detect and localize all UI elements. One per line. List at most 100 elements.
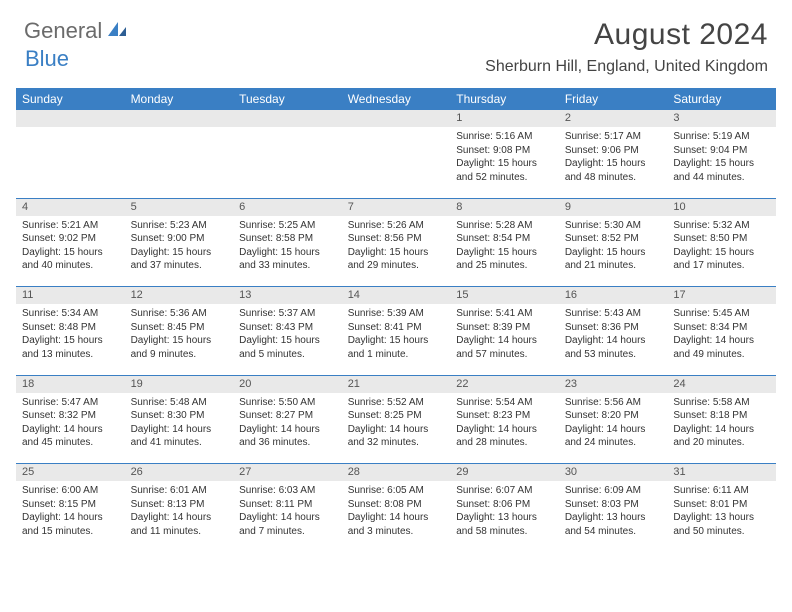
calendar-day-cell: 8Sunrise: 5:28 AMSunset: 8:54 PMDaylight… [450,199,559,287]
daylight-text: Daylight: 14 hours and 7 minutes. [239,511,336,538]
daylight-text: Daylight: 15 hours and 25 minutes. [456,246,553,273]
day-number: 10 [667,199,776,216]
calendar-day-cell: 20Sunrise: 5:50 AMSunset: 8:27 PMDayligh… [233,376,342,464]
day-number [342,110,451,127]
day-header: Monday [125,88,234,110]
sunset-text: Sunset: 9:08 PM [456,144,553,158]
sunset-text: Sunset: 8:41 PM [348,321,445,335]
sunrise-text: Sunrise: 5:52 AM [348,396,445,410]
day-details: Sunrise: 5:43 AMSunset: 8:36 PMDaylight:… [559,304,668,363]
calendar-week-row: 11Sunrise: 5:34 AMSunset: 8:48 PMDayligh… [16,287,776,375]
day-details: Sunrise: 5:21 AMSunset: 9:02 PMDaylight:… [16,216,125,275]
day-number: 11 [16,287,125,304]
calendar-day-cell: 18Sunrise: 5:47 AMSunset: 8:32 PMDayligh… [16,376,125,464]
page-title: August 2024 [485,18,768,52]
sunrise-text: Sunrise: 6:03 AM [239,484,336,498]
day-number: 9 [559,199,668,216]
day-number: 12 [125,287,234,304]
calendar-week-row: 18Sunrise: 5:47 AMSunset: 8:32 PMDayligh… [16,376,776,464]
calendar-day-cell: 25Sunrise: 6:00 AMSunset: 8:15 PMDayligh… [16,464,125,552]
day-number: 30 [559,464,668,481]
daylight-text: Daylight: 14 hours and 57 minutes. [456,334,553,361]
daylight-text: Daylight: 14 hours and 3 minutes. [348,511,445,538]
calendar-day-cell: 10Sunrise: 5:32 AMSunset: 8:50 PMDayligh… [667,199,776,287]
day-details: Sunrise: 5:25 AMSunset: 8:58 PMDaylight:… [233,216,342,275]
sunset-text: Sunset: 9:06 PM [565,144,662,158]
sunset-text: Sunset: 8:32 PM [22,409,119,423]
calendar-day-cell: 2Sunrise: 5:17 AMSunset: 9:06 PMDaylight… [559,110,668,198]
calendar-day-cell: 14Sunrise: 5:39 AMSunset: 8:41 PMDayligh… [342,287,451,375]
daylight-text: Daylight: 15 hours and 44 minutes. [673,157,770,184]
daylight-text: Daylight: 13 hours and 58 minutes. [456,511,553,538]
day-number: 19 [125,376,234,393]
calendar-day-cell [125,110,234,198]
daylight-text: Daylight: 15 hours and 29 minutes. [348,246,445,273]
sunset-text: Sunset: 8:13 PM [131,498,228,512]
daylight-text: Daylight: 15 hours and 1 minute. [348,334,445,361]
calendar-table: SundayMondayTuesdayWednesdayThursdayFrid… [16,88,776,552]
sunrise-text: Sunrise: 5:26 AM [348,219,445,233]
day-number: 22 [450,376,559,393]
sunrise-text: Sunrise: 5:34 AM [22,307,119,321]
day-number: 20 [233,376,342,393]
sunset-text: Sunset: 8:20 PM [565,409,662,423]
calendar-day-cell: 5Sunrise: 5:23 AMSunset: 9:00 PMDaylight… [125,199,234,287]
calendar-day-cell: 26Sunrise: 6:01 AMSunset: 8:13 PMDayligh… [125,464,234,552]
sunrise-text: Sunrise: 6:11 AM [673,484,770,498]
daylight-text: Daylight: 15 hours and 40 minutes. [22,246,119,273]
sunset-text: Sunset: 8:27 PM [239,409,336,423]
calendar-day-cell: 22Sunrise: 5:54 AMSunset: 8:23 PMDayligh… [450,376,559,464]
sunset-text: Sunset: 8:45 PM [131,321,228,335]
day-details: Sunrise: 5:41 AMSunset: 8:39 PMDaylight:… [450,304,559,363]
day-number: 15 [450,287,559,304]
day-details: Sunrise: 5:16 AMSunset: 9:08 PMDaylight:… [450,127,559,186]
calendar-day-cell: 13Sunrise: 5:37 AMSunset: 8:43 PMDayligh… [233,287,342,375]
sunrise-text: Sunrise: 5:37 AM [239,307,336,321]
sunrise-text: Sunrise: 5:45 AM [673,307,770,321]
sunrise-text: Sunrise: 5:23 AM [131,219,228,233]
calendar-day-cell: 21Sunrise: 5:52 AMSunset: 8:25 PMDayligh… [342,376,451,464]
daylight-text: Daylight: 15 hours and 13 minutes. [22,334,119,361]
day-details: Sunrise: 5:19 AMSunset: 9:04 PMDaylight:… [667,127,776,186]
day-number: 29 [450,464,559,481]
daylight-text: Daylight: 14 hours and 45 minutes. [22,423,119,450]
day-details: Sunrise: 5:47 AMSunset: 8:32 PMDaylight:… [16,393,125,452]
sunset-text: Sunset: 8:36 PM [565,321,662,335]
sunrise-text: Sunrise: 5:41 AM [456,307,553,321]
day-header: Tuesday [233,88,342,110]
daylight-text: Daylight: 15 hours and 9 minutes. [131,334,228,361]
sunset-text: Sunset: 8:30 PM [131,409,228,423]
sunset-text: Sunset: 8:03 PM [565,498,662,512]
day-header: Friday [559,88,668,110]
sunrise-text: Sunrise: 5:17 AM [565,130,662,144]
day-details: Sunrise: 6:01 AMSunset: 8:13 PMDaylight:… [125,481,234,540]
sunrise-text: Sunrise: 5:25 AM [239,219,336,233]
location-subtitle: Sherburn Hill, England, United Kingdom [485,58,768,76]
day-number: 16 [559,287,668,304]
daylight-text: Daylight: 15 hours and 17 minutes. [673,246,770,273]
sunset-text: Sunset: 8:08 PM [348,498,445,512]
calendar-day-cell: 16Sunrise: 5:43 AMSunset: 8:36 PMDayligh… [559,287,668,375]
brand-text-blue: Blue [25,46,69,71]
daylight-text: Daylight: 13 hours and 54 minutes. [565,511,662,538]
sunrise-text: Sunrise: 5:50 AM [239,396,336,410]
day-number: 31 [667,464,776,481]
sunset-text: Sunset: 8:23 PM [456,409,553,423]
sunrise-text: Sunrise: 5:54 AM [456,396,553,410]
calendar-day-cell: 9Sunrise: 5:30 AMSunset: 8:52 PMDaylight… [559,199,668,287]
daylight-text: Daylight: 14 hours and 53 minutes. [565,334,662,361]
day-details: Sunrise: 6:05 AMSunset: 8:08 PMDaylight:… [342,481,451,540]
day-number [16,110,125,127]
daylight-text: Daylight: 15 hours and 37 minutes. [131,246,228,273]
sunset-text: Sunset: 8:50 PM [673,232,770,246]
sunset-text: Sunset: 8:54 PM [456,232,553,246]
sunrise-text: Sunrise: 5:56 AM [565,396,662,410]
day-details: Sunrise: 5:32 AMSunset: 8:50 PMDaylight:… [667,216,776,275]
day-number: 17 [667,287,776,304]
sunset-text: Sunset: 8:58 PM [239,232,336,246]
day-details: Sunrise: 5:26 AMSunset: 8:56 PMDaylight:… [342,216,451,275]
sunrise-text: Sunrise: 5:28 AM [456,219,553,233]
sunset-text: Sunset: 8:18 PM [673,409,770,423]
calendar-body: 1Sunrise: 5:16 AMSunset: 9:08 PMDaylight… [16,110,776,552]
day-details: Sunrise: 5:17 AMSunset: 9:06 PMDaylight:… [559,127,668,186]
